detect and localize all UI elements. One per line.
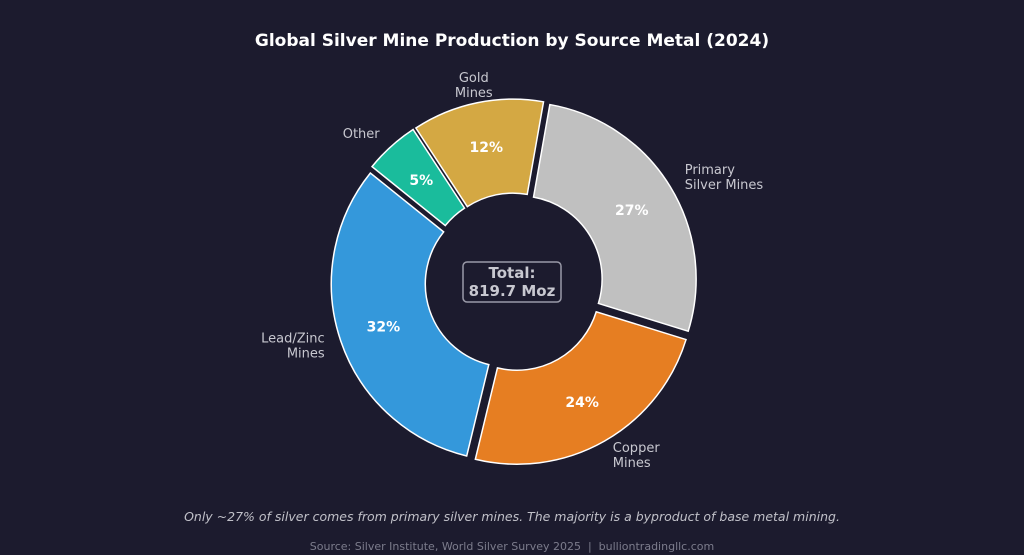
annotation-note: Only ~27% of silver comes from primary s… [184,509,840,524]
slice-primary [532,103,697,333]
slice-labels: 27% Primary Silver Mines 24% Copper Mines 32% L… [261,71,763,471]
slice-other [370,128,466,227]
category-label: Copper Mines [613,441,661,471]
slice-lead-zinc [330,171,490,457]
source-note: Source: Silver Institute, World Silver S… [310,540,714,553]
pct-label: 24% [565,395,599,411]
center-total-value: 819.7 Moz [469,282,556,300]
slice-gold [414,98,545,208]
center-box [462,261,562,303]
center-total-label: Total: [489,264,536,282]
chart-title: Global Silver Mine Production by Source … [255,31,769,51]
pct-label: 5% [409,173,433,189]
slices [330,98,697,465]
pct-label: 12% [469,140,503,156]
category-label: Lead/Zinc Mines [261,331,325,361]
category-label: Gold Mines [455,71,493,101]
slice-copper [474,310,687,465]
category-label: Primary Silver Mines [685,163,764,193]
pct-label: 32% [367,319,401,335]
category-label: Other [343,127,381,142]
pct-label: 27% [615,203,649,219]
